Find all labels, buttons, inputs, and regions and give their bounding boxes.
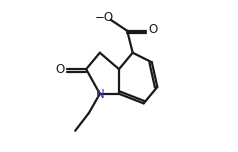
Text: O: O — [56, 63, 65, 76]
Text: −O: −O — [94, 11, 114, 24]
Text: O: O — [149, 23, 158, 36]
Text: N: N — [96, 88, 105, 101]
